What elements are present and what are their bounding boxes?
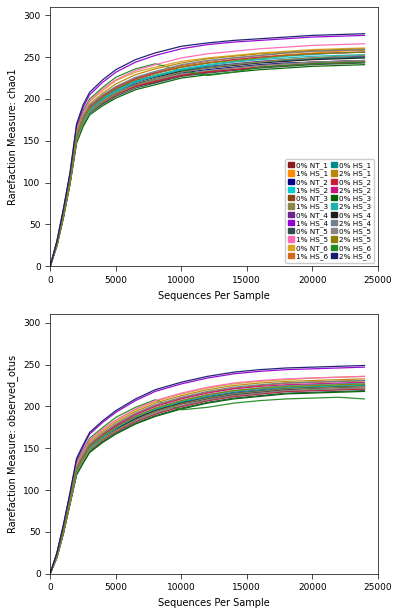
Y-axis label: Rarefaction Measure: observed_otus: Rarefaction Measure: observed_otus xyxy=(7,355,18,533)
Y-axis label: Rarefaction Measure: chao1: Rarefaction Measure: chao1 xyxy=(8,68,18,205)
X-axis label: Sequences Per Sample: Sequences Per Sample xyxy=(158,290,270,301)
Legend: 0% NT_1, 1% HS_1, 0% NT_2, 1% HS_2, 0% NT_3, 1% HS_3, 0% NT_4, 1% HS_4, 0% NT_5,: 0% NT_1, 1% HS_1, 0% NT_2, 1% HS_2, 0% N… xyxy=(285,159,374,263)
X-axis label: Sequences Per Sample: Sequences Per Sample xyxy=(158,598,270,608)
